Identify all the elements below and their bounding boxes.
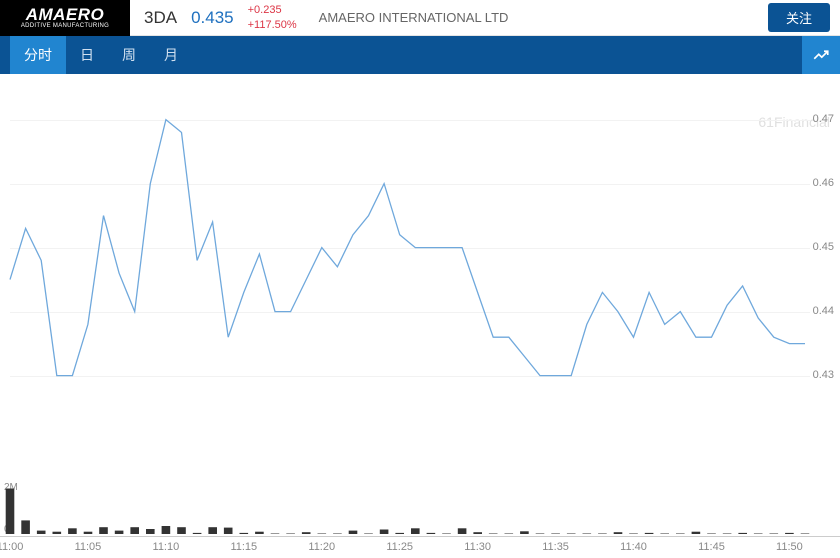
x-axis-label: 11:15 (230, 541, 257, 553)
x-axis-label: 11:35 (542, 541, 569, 553)
x-axis-label: 11:10 (153, 541, 180, 553)
x-axis-label: 11:00 (0, 541, 23, 553)
logo: AMAERO ADDITIVE MANUFACTURING (0, 0, 130, 36)
follow-button[interactable]: 关注 (768, 3, 830, 32)
x-axis: 11:00 11:05 11:10 11:15 11:20 11:25 11:30 11:35… (0, 536, 840, 558)
x-axis-label: 11:25 (386, 541, 413, 553)
x-axis-label: 11:20 (308, 541, 335, 553)
ticker-symbol: 3DA (144, 8, 177, 28)
tab-intraday[interactable]: 分时 (10, 36, 66, 74)
change-percent: +117.50% (248, 18, 297, 32)
x-axis-label: 11:30 (464, 541, 491, 553)
tab-day[interactable]: 日 (66, 36, 108, 74)
logo-main: AMAERO (26, 6, 105, 23)
tab-month[interactable]: 月 (150, 36, 192, 74)
price-changes: +0.235 +117.50% (248, 3, 297, 32)
header: AMAERO ADDITIVE MANUFACTURING 3DA 0.435 … (0, 0, 840, 36)
logo-sub: ADDITIVE MANUFACTURING (21, 23, 109, 29)
x-axis-label: 11:50 (776, 541, 803, 553)
x-axis-label: 11:05 (75, 541, 102, 553)
chart-type-button[interactable] (802, 36, 840, 74)
line-chart-icon (812, 46, 830, 64)
change-absolute: +0.235 (248, 3, 297, 17)
price-line-chart (0, 84, 840, 424)
timeframe-tabbar: 分时 日 周 月 (0, 36, 840, 74)
current-price: 0.435 (191, 8, 234, 28)
x-axis-label: 11:45 (698, 541, 725, 553)
volume-bar-chart (0, 484, 840, 536)
x-axis-label: 11:40 (620, 541, 647, 553)
company-name: AMAERO INTERNATIONAL LTD (319, 10, 754, 25)
chart-area: 61Financial 0.430.440.450.460.47 2M0 11:… (0, 74, 840, 558)
tab-week[interactable]: 周 (108, 36, 150, 74)
